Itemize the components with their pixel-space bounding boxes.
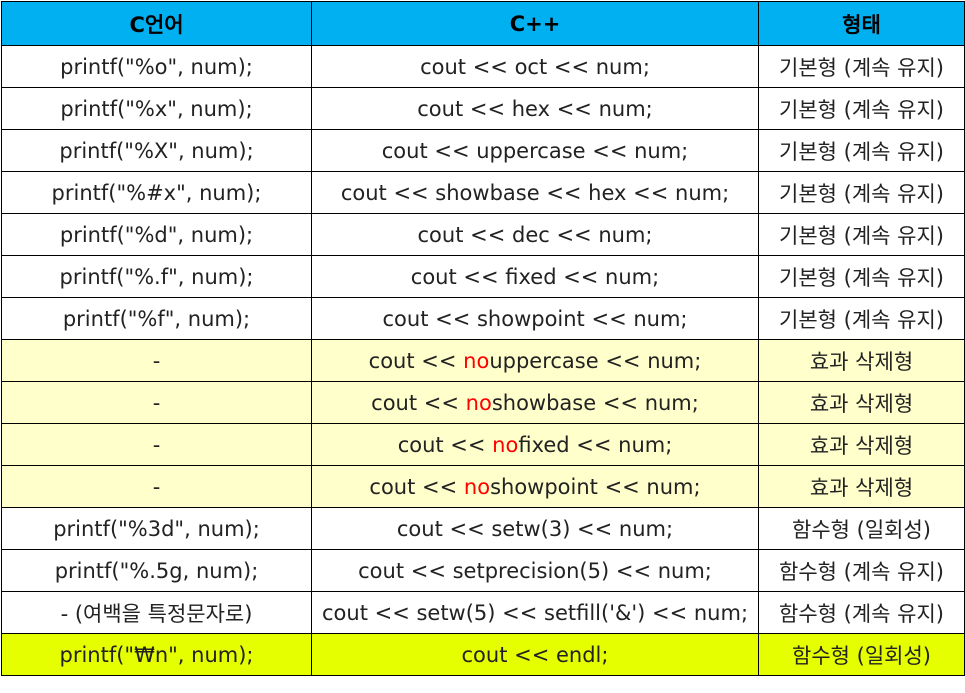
cpp-code-text: cout << setw(3) << num; — [396, 516, 674, 541]
cell-form: 효과 삭제형 — [758, 339, 965, 382]
cell-cpp-code: cout << fixed << num; — [311, 255, 759, 298]
cell-form: 기본형 (계속 유지) — [758, 297, 965, 340]
cell-c-code: - (여백을 특정문자로) — [1, 591, 312, 634]
cell-form: 기본형 (계속 유지) — [758, 171, 965, 214]
cell-c-code: printf("%x", num); — [1, 87, 312, 130]
table-row: - cout << nofixed << num; 효과 삭제형 — [1, 423, 965, 466]
cpp-code-text: cout << dec << num; — [417, 222, 653, 247]
cell-cpp-code: cout << endl; — [311, 633, 759, 676]
cell-cpp-code: cout << setprecision(5) << num; — [311, 549, 759, 592]
cell-c-code: printf("₩n", num); — [1, 633, 312, 676]
table-row: - cout << nouppercase << num; 효과 삭제형 — [1, 339, 965, 382]
no-prefix: no — [492, 432, 519, 457]
cell-form: 함수형 (일회성) — [758, 633, 965, 676]
no-prefix: no — [465, 390, 492, 415]
cell-c-code: - — [1, 423, 312, 466]
cell-form: 함수형 (일회성) — [758, 507, 965, 550]
cell-cpp-code: cout << nouppercase << num; — [311, 339, 759, 382]
cpp-code-text: cout << uppercase << num; — [381, 138, 689, 163]
cpp-code-text: fixed << num; — [518, 432, 673, 457]
cell-c-code: printf("%f", num); — [1, 297, 312, 340]
cell-c-code: printf("%.5g, num); — [1, 549, 312, 592]
table-body: printf("%o", num); cout << oct << num; 기본형… — [1, 45, 965, 676]
table-row: printf("%.5g, num); cout << setprecision(… — [1, 549, 965, 592]
cell-cpp-code: cout << uppercase << num; — [311, 129, 759, 172]
header-row: C언어 C++ 형태 — [1, 1, 965, 46]
format-comparison-table: C언어 C++ 형태 printf("%o", num); cout << oct… — [1, 1, 965, 676]
table-row: printf("%3d", num); cout << setw(3) << nu… — [1, 507, 965, 550]
table-row: printf("%#x", num); cout << showbase << h… — [1, 171, 965, 214]
cpp-code-text: cout << — [397, 432, 493, 457]
cell-cpp-code: cout << noshowpoint << num; — [311, 465, 759, 508]
cell-form: 효과 삭제형 — [758, 423, 965, 466]
no-prefix: no — [463, 474, 491, 499]
cpp-code-text: cout << — [368, 348, 464, 373]
header-c-language: C언어 — [1, 1, 312, 46]
table-row: - (여백을 특정문자로) cout << setw(5) << setfill(… — [1, 591, 965, 634]
table-row: printf("%d", num); cout << dec << num; 기본형… — [1, 213, 965, 256]
cell-form: 함수형 (계속 유지) — [758, 591, 965, 634]
cell-cpp-code: cout << setw(5) << setfill('&') << num; — [311, 591, 759, 634]
cpp-code-text: cout << — [369, 474, 464, 499]
cpp-code-text: uppercase << num; — [489, 348, 702, 373]
table-row: - cout << noshowbase << num; 효과 삭제형 — [1, 381, 965, 424]
table-row: printf("%x", num); cout << hex << num; 기본형… — [1, 87, 965, 130]
cell-cpp-code: cout << showbase << hex << num; — [311, 171, 759, 214]
cell-c-code: printf("%3d", num); — [1, 507, 312, 550]
cpp-code-text: cout << hex << num; — [417, 96, 653, 121]
cell-form: 효과 삭제형 — [758, 465, 965, 508]
table-row: printf("%f", num); cout << showpoint << n… — [1, 297, 965, 340]
cell-cpp-code: cout << nofixed << num; — [311, 423, 759, 466]
cpp-code-text: cout << setw(5) << setfill('&') << num; — [321, 600, 749, 625]
cell-cpp-code: cout << setw(3) << num; — [311, 507, 759, 550]
table-row: printf("%.f", num); cout << fixed << num;… — [1, 255, 965, 298]
cell-form: 기본형 (계속 유지) — [758, 45, 965, 88]
cpp-code-text: showpoint << num; — [490, 474, 701, 499]
table-row: printf("%o", num); cout << oct << num; 기본형… — [1, 45, 965, 88]
cell-c-code: - — [1, 381, 312, 424]
cell-c-code: - — [1, 465, 312, 508]
cpp-code-text: showbase << num; — [491, 390, 699, 415]
cell-cpp-code: cout << showpoint << num; — [311, 297, 759, 340]
cell-c-code: printf("%o", num); — [1, 45, 312, 88]
cpp-code-text: cout << endl; — [461, 642, 609, 667]
table-row: printf("%X", num); cout << uppercase << n… — [1, 129, 965, 172]
cell-c-code: printf("%d", num); — [1, 213, 312, 256]
cpp-code-text: cout << showbase << hex << num; — [340, 180, 730, 205]
cpp-code-text: cout << oct << num; — [420, 54, 650, 79]
cell-form: 기본형 (계속 유지) — [758, 255, 965, 298]
cell-form: 기본형 (계속 유지) — [758, 213, 965, 256]
cell-c-code: printf("%#x", num); — [1, 171, 312, 214]
no-prefix: no — [463, 348, 490, 373]
header-form: 형태 — [758, 1, 965, 46]
cpp-code-text: cout << — [371, 390, 466, 415]
cell-c-code: printf("%.f", num); — [1, 255, 312, 298]
cell-cpp-code: cout << noshowbase << num; — [311, 381, 759, 424]
cell-cpp-code: cout << dec << num; — [311, 213, 759, 256]
cell-form: 함수형 (계속 유지) — [758, 549, 965, 592]
cell-c-code: printf("%X", num); — [1, 129, 312, 172]
table-row: - cout << noshowpoint << num; 효과 삭제형 — [1, 465, 965, 508]
table-row: printf("₩n", num); cout << endl; 함수형 (일회성) — [1, 633, 965, 676]
cell-cpp-code: cout << oct << num; — [311, 45, 759, 88]
cell-c-code: - — [1, 339, 312, 382]
cell-cpp-code: cout << hex << num; — [311, 87, 759, 130]
cpp-code-text: cout << setprecision(5) << num; — [358, 558, 712, 583]
cell-form: 기본형 (계속 유지) — [758, 87, 965, 130]
cell-form: 기본형 (계속 유지) — [758, 129, 965, 172]
cell-form: 효과 삭제형 — [758, 381, 965, 424]
cpp-code-text: cout << fixed << num; — [410, 264, 660, 289]
cpp-code-text: cout << showpoint << num; — [382, 306, 688, 331]
header-cpp: C++ — [311, 1, 759, 46]
